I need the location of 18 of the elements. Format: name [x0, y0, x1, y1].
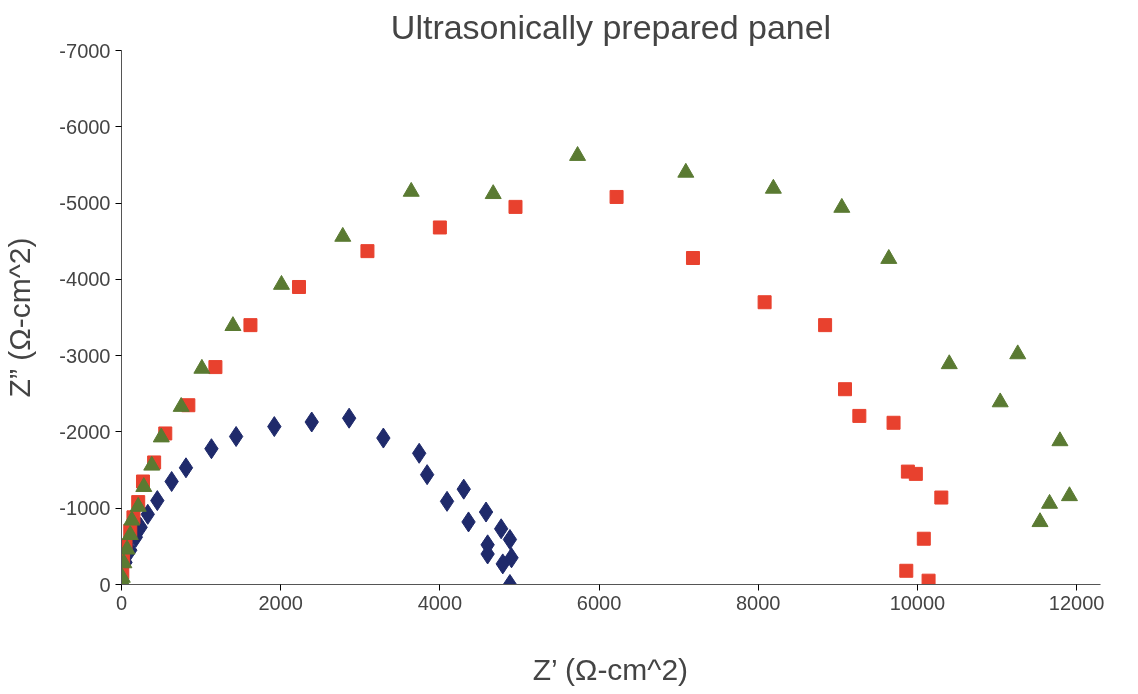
- x-tick-label: 12000: [1048, 591, 1105, 614]
- y-tick-label: -3000: [59, 344, 111, 367]
- x-tick-label: 2000: [258, 591, 303, 614]
- y-tick-label: -5000: [59, 192, 111, 215]
- x-tick-label: 0: [115, 591, 128, 614]
- x-tick-label: 4000: [417, 591, 463, 614]
- chart-title: Ultrasonically prepared panel: [390, 7, 832, 46]
- x-tick-label: 8000: [736, 591, 781, 614]
- y-tick-label: -6000: [59, 115, 111, 138]
- y-tick-label: -4000: [59, 268, 111, 291]
- y-tick-label: -2000: [59, 420, 111, 443]
- y-tick-label: 0: [99, 573, 111, 596]
- x-tick-label: 6000: [576, 591, 622, 614]
- x-axis-title: Z’ (Ω-cm^2): [532, 652, 689, 686]
- y-axis-title: Z” (Ω-cm^2): [3, 237, 37, 398]
- x-tick-label: 10000: [889, 591, 946, 614]
- y-tick-label: -1000: [59, 497, 111, 520]
- y-tick-label: -7000: [59, 39, 111, 62]
